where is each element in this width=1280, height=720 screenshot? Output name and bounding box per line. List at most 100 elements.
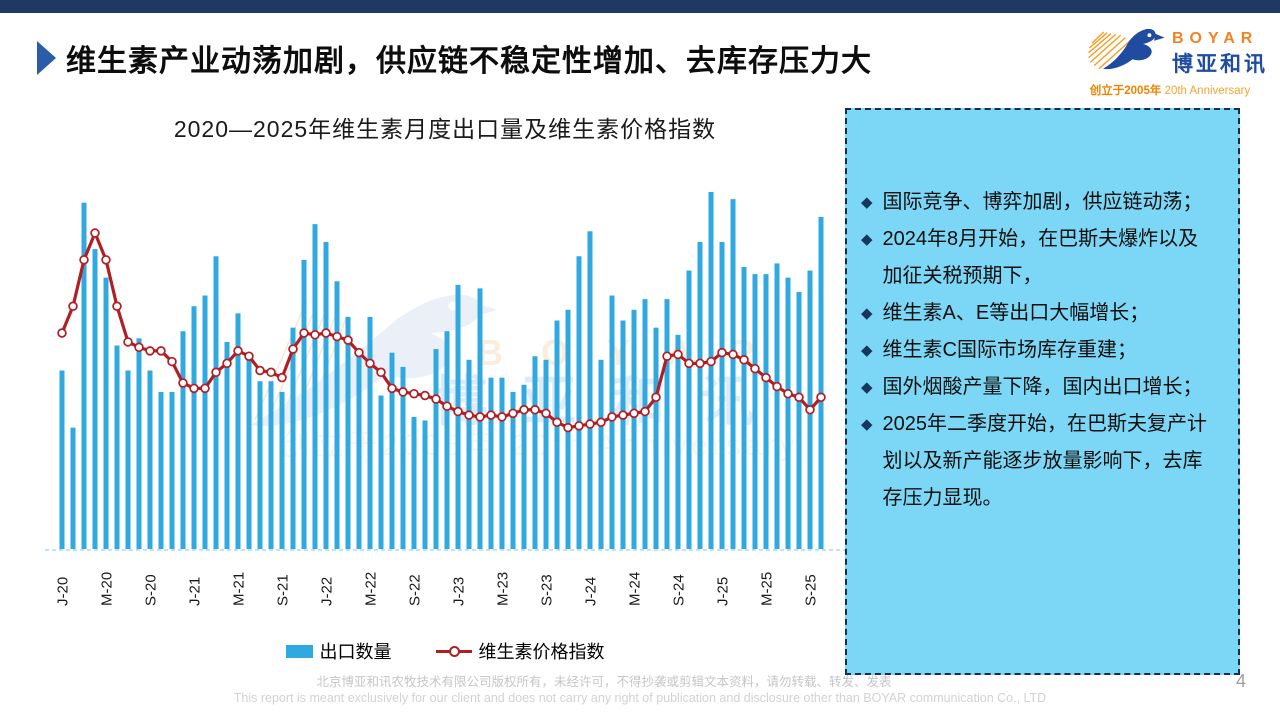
export-volume-bar <box>444 331 450 549</box>
export-volume-bar <box>752 274 758 549</box>
export-volume-bar <box>741 266 747 549</box>
price-index-marker <box>728 349 738 360</box>
diamond-bullet-icon: ◆ <box>861 305 873 322</box>
price-index-marker <box>442 401 452 411</box>
export-volume-bar <box>466 359 472 549</box>
price-index-marker <box>552 417 562 428</box>
export-volume-bar <box>620 320 626 549</box>
x-tick-label: M-21 <box>231 572 248 606</box>
export-volume-bar <box>213 256 219 549</box>
export-volume-bar <box>642 299 648 549</box>
legend-item-price-index: 维生素价格指数 <box>435 638 605 664</box>
export-volume-bar <box>158 391 164 549</box>
panel-bullet: ◆ 维生素A、E等出口大幅增长； <box>861 295 1222 332</box>
export-volume-bar <box>312 224 318 549</box>
price-index-marker <box>321 328 331 338</box>
chart-title: 2020—2025年维生素月度出口量及维生素价格指数 <box>173 116 717 142</box>
price-index-marker <box>706 356 716 367</box>
x-tick-label: M-20 <box>99 572 116 606</box>
price-index-marker <box>233 346 243 356</box>
export-volume-bar <box>653 327 659 549</box>
export-volume-bar <box>279 391 285 549</box>
export-volume-bar <box>730 199 736 549</box>
panel-bullet: ◆ 国外烟酸产量下降，国内出口增长； <box>861 369 1222 406</box>
price-index-marker <box>640 406 650 417</box>
export-volume-bar <box>785 277 791 549</box>
export-volume-bar <box>334 281 340 549</box>
x-tick-label: S-25 <box>803 574 820 606</box>
price-index-marker <box>519 405 529 415</box>
export-volume-bar <box>587 231 593 549</box>
slide-header: 维生素产业动荡加剧，供应链不稳定性增加、去库存压力大 <box>37 36 872 80</box>
price-index-marker <box>783 388 793 399</box>
price-index-marker <box>563 422 573 433</box>
x-tick-label: J-24 <box>583 577 600 606</box>
export-volume-bar <box>697 241 703 549</box>
panel-bullet: ◆ 维生素C国际市场库存重建； <box>861 332 1222 369</box>
export-volume-bar <box>455 284 461 549</box>
price-index-marker <box>211 367 221 378</box>
price-index-marker <box>123 337 133 347</box>
export-volume-bar <box>323 241 329 549</box>
copyright-line-en: This report is meant exclusively for our… <box>233 691 1047 705</box>
export-volume-bar <box>356 352 362 549</box>
export-volume-bar <box>543 359 549 549</box>
bullet-text: 国际竞争、博弈加剧，供应链动荡； <box>882 191 1203 213</box>
export-volume-bar <box>422 420 428 549</box>
price-index-marker <box>310 330 320 340</box>
price-index-marker <box>464 410 474 420</box>
x-tick-label: M-22 <box>363 572 380 606</box>
price-index-marker <box>475 412 485 422</box>
price-index-marker <box>101 255 111 265</box>
boyar-bird-logo-icon <box>1088 28 1165 70</box>
export-volume-bar <box>147 370 153 549</box>
export-volume-bar <box>532 356 538 549</box>
export-volume-bar <box>136 338 142 549</box>
price-index-marker <box>365 358 375 369</box>
export-volume-bar <box>631 309 637 549</box>
export-volume-bar <box>81 202 87 549</box>
page-number: 4 <box>1235 671 1246 691</box>
price-index-marker <box>145 346 155 356</box>
price-index-marker <box>156 346 166 356</box>
bullet-list: ◆ 国际竞争、博弈加剧，供应链动荡； ◆ 2024年8月开始，在巴斯夫爆炸以及加征关… <box>861 184 1222 517</box>
x-tick-label: M-25 <box>759 572 776 606</box>
export-volume-bar <box>796 291 802 549</box>
title-arrow-icon <box>37 41 56 75</box>
export-volume-bar <box>345 316 351 549</box>
price-index-marker <box>805 405 815 415</box>
brand-name-cn: 博亚和讯 <box>1172 53 1268 76</box>
bullet-text: 2024年8月开始，在巴斯夫爆炸以及加征关税预期下， <box>882 228 1199 287</box>
price-index-marker <box>288 344 298 354</box>
top-accent-strip <box>0 0 1280 13</box>
price-index-marker <box>574 421 584 431</box>
x-tick-label: J-21 <box>187 577 204 606</box>
price-index-marker <box>354 347 364 358</box>
panel-bullet: ◆ 国际竞争、博弈加剧，供应链动荡； <box>861 184 1222 221</box>
price-index-marker <box>167 356 177 367</box>
price-index-marker <box>662 351 672 361</box>
price-index-marker <box>497 412 507 422</box>
price-index-marker <box>717 347 727 358</box>
price-index-marker <box>607 412 617 422</box>
x-tick-label: J-25 <box>715 577 732 606</box>
x-tick-label: S-22 <box>407 574 424 606</box>
price-index-marker <box>772 381 782 392</box>
price-index-marker <box>453 406 463 417</box>
price-index-marker <box>376 367 386 378</box>
price-index-marker <box>530 405 540 415</box>
price-index-marker <box>541 408 551 419</box>
export-volume-bar <box>378 395 384 549</box>
x-tick-label: S-23 <box>539 574 556 606</box>
export-volume-bar <box>763 274 769 549</box>
price-index-marker <box>431 394 441 404</box>
x-tick-label: M-24 <box>627 572 644 606</box>
chart-legend: 出口数量 维生素价格指数 <box>45 638 845 664</box>
export-volume-bar <box>59 370 65 549</box>
diamond-bullet-icon: ◆ <box>861 416 873 433</box>
price-index-marker <box>343 335 353 345</box>
export-volume-bar <box>169 391 175 549</box>
x-tick-label: J-20 <box>55 577 72 606</box>
price-index-marker <box>794 392 804 403</box>
export-volume-bar <box>598 359 604 549</box>
